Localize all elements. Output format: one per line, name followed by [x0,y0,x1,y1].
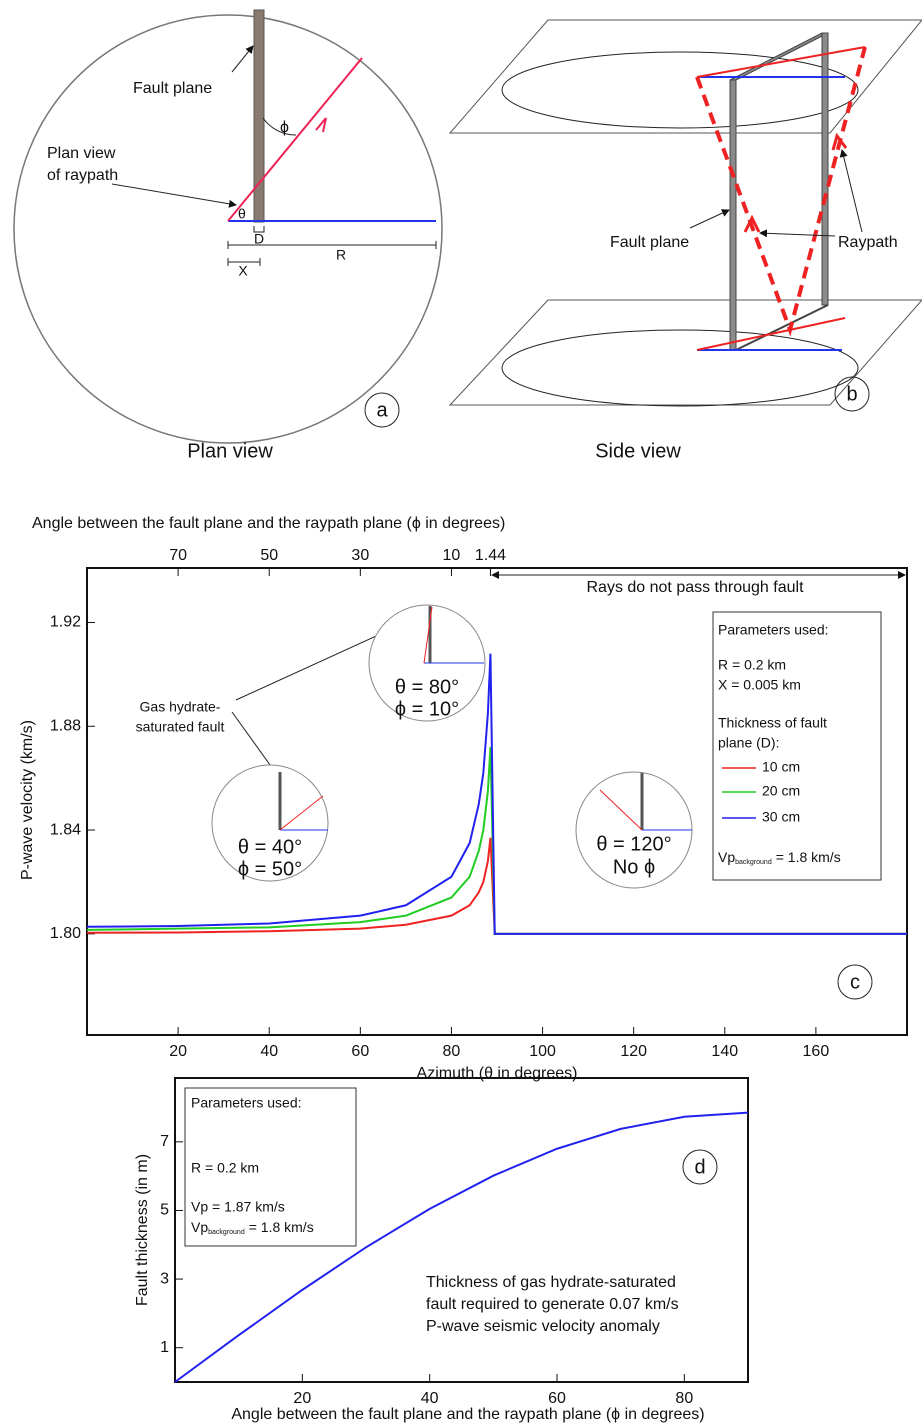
x-tick-label: 20 [169,1043,187,1060]
y-tick-label: 1.84 [50,821,81,838]
ray-arrows [745,136,846,232]
x2-tick-label: 30 [351,547,369,564]
panel-d: Angle between the fault plane and the ra… [134,1088,717,1423]
raypath-label: of raypath [47,167,118,184]
parameter: X = 0.005 km [718,677,801,693]
fault-front [730,80,736,350]
plane [450,20,922,133]
symbol: Vp [718,849,735,865]
symbol: Vp [191,1219,208,1235]
inset-label: θ = 120° [596,833,671,855]
arrow [690,210,729,228]
panel-b: Fault plane Raypath b Side view [450,20,922,462]
fault-plane-label: Fault plane [133,80,212,97]
x-tick-label: 140 [711,1043,738,1060]
ellipse [502,52,858,128]
x-label: X [238,263,248,279]
annotation: P-wave seismic velocity anomaly [426,1318,660,1335]
y-tick-label: 1.92 [50,614,81,631]
y-axis-label: P-wave velocity (km/s) [19,720,36,880]
fault-back [822,33,828,305]
subscript: background [735,859,772,866]
x-tick-label: 40 [421,1390,439,1407]
y-tick-label: 1.80 [50,925,81,942]
inset-label: θ = 80° [395,676,459,698]
caption: Plan view [187,440,273,462]
plan-circle [14,15,442,443]
x-tick-label: 120 [620,1043,647,1060]
parameter: R = 0.2 km [718,657,786,673]
y-tick-label: 7 [160,1133,169,1150]
parameter: Parameters used: [191,1095,302,1111]
x-tick-label: 60 [548,1390,566,1407]
x2-tick-label: 1.44 [475,547,506,564]
legend-title: plane (D): [718,735,779,751]
x-axis-label: Azimuth (θ in degrees) [417,1065,578,1082]
annotation: Gas hydrate- [140,699,221,715]
d-label: D [254,231,264,247]
x2-tick-label: 50 [260,547,278,564]
annotation: saturated fault [136,719,225,735]
value-text: = 1.8 km/s [776,849,841,865]
inset-label: ϕ = 10° [395,698,459,720]
annotation: Thickness of gas hydrate-saturated [426,1274,676,1291]
fault-plane-label: Fault plane [610,234,689,251]
x-tick-label: 100 [529,1043,556,1060]
y-tick-label: 3 [160,1270,169,1287]
panel-label: b [846,383,857,405]
x-tick-label: 80 [443,1043,461,1060]
y-tick-label: 1 [160,1339,169,1356]
value-text: = 1.8 km/s [249,1219,314,1235]
x-tick-label: 20 [293,1390,311,1407]
phi-label: ϕ [280,119,289,136]
r-label: R [336,247,346,263]
parameter: R = 0.2 km [191,1160,259,1176]
caption: Side view [595,440,681,462]
raypath [228,58,362,221]
figure: ϕ θ Fault plane Plan view of raypath D R… [0,0,922,1426]
fault-plane [254,10,264,222]
annotation: fault required to generate 0.07 km/s [426,1296,679,1313]
parameter: Parameters used: [718,622,829,638]
x2-axis-label: Angle between the fault plane and the ra… [32,515,505,532]
subscript: background [208,1229,245,1236]
inset-label: ϕ = 50° [238,858,302,880]
raypath-label: Raypath [838,234,898,251]
inset: θ = 80° ϕ = 10° [369,605,485,721]
x2-tick-label: 10 [443,547,461,564]
x-tick-label: 40 [260,1043,278,1060]
panel-a: ϕ θ Fault plane Plan view of raypath D R… [14,10,442,462]
arrow [112,184,236,205]
x-axis-label: Angle between the fault plane and the ra… [231,1406,704,1423]
annotation: Rays do not pass through fault [586,579,804,596]
arrow [842,150,862,232]
x-tick-label: 60 [351,1043,369,1060]
inset-label: θ = 40° [238,836,302,858]
parameter: Vp = 1.87 km/s [191,1199,285,1215]
legend-title: Thickness of fault [718,715,827,731]
y-tick-label: 5 [160,1202,169,1219]
raypath [697,47,865,330]
x2-tick-label: 70 [169,547,187,564]
panel-label: d [694,1156,705,1178]
legend-label: 30 cm [762,809,800,825]
y-tick-label: 1.88 [50,717,81,734]
legend-label: 10 cm [762,759,800,775]
inset: θ = 120° No ϕ [576,772,692,888]
y-axis-label: Fault thickness (in m) [134,1154,151,1306]
theta-label: θ [238,206,246,222]
ellipse [502,330,858,406]
panel-label: c [850,971,860,993]
arrow [232,46,253,72]
panel-c: Angle between the fault plane and the ra… [19,515,905,1082]
x-tick-label: 80 [675,1390,693,1407]
legend-label: 20 cm [762,783,800,799]
ray-arrow [316,118,326,132]
x-tick-label: 160 [803,1043,830,1060]
inset: θ = 40° ϕ = 50° [212,765,328,881]
inset-label: No ϕ [613,856,655,878]
raypath-label: Plan view [47,145,116,162]
ray-plan [697,47,865,77]
panel-label: a [376,399,388,421]
